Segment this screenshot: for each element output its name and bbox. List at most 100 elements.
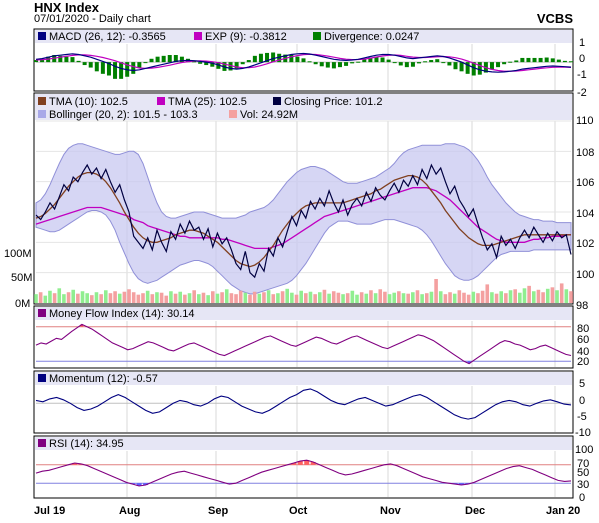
volume-bar [48,290,52,303]
legend-swatch-closing [273,97,281,105]
volume-bar [406,293,410,303]
divergence-bar [319,62,324,67]
divergence-bar [380,57,385,63]
volume-bar [508,290,513,303]
volume-bar [499,291,504,303]
volume-bar [122,291,127,303]
volume-bar [266,290,271,303]
volume-bar [271,294,276,303]
volume-bar [276,293,280,303]
volume-bar [52,293,57,303]
volume-bar [71,289,76,303]
volume-bar [494,293,499,303]
divergence-bar [502,62,507,65]
volume-bar [429,291,434,303]
legend-macd: MACD (26, 12): -0.3565 [49,31,166,43]
price-tick-98: 98 [576,300,588,312]
x-label-nov: Nov [380,505,402,517]
divergence-bar [356,61,361,63]
divergence-bar [34,60,38,63]
volume-bar [243,292,248,303]
volume-bar [141,293,145,303]
divergence-bar [70,57,75,63]
divergence-bar [58,55,63,63]
divergence-bar [143,62,148,64]
divergence-bar [64,56,69,63]
legend-bollinger: Bollinger (20, 2): 101.5 - 103.3 [49,109,198,121]
divergence-bar [210,62,215,67]
volume-bar [350,290,355,303]
volume-bar [257,293,262,303]
divergence-bar [362,58,367,63]
chart-title: HNX Index [34,0,100,15]
volume-bar [66,292,71,303]
volume-bar [438,291,443,303]
macd-tick-1: 1 [579,37,585,49]
volume-bar [210,291,215,303]
volume-bar [434,278,438,303]
price-tick-108: 108 [576,147,594,159]
macd-legend-bar [35,30,572,43]
volume-bar [252,291,257,303]
divergence-bar [465,62,470,74]
divergence-bar [76,60,81,63]
volume-bar [183,294,187,303]
volume-bar [103,290,108,303]
volume-bar [90,295,94,303]
volume-bar [234,294,238,303]
mfi-tick-60: 60 [577,334,589,346]
legend-swatch-tma10 [38,97,46,105]
price-tick-104: 104 [576,208,594,220]
volume-bar [290,292,294,303]
divergence-bar [331,62,336,69]
volume-bar [387,294,392,303]
volume-bar [62,294,66,303]
divergence-bar [289,55,294,63]
volume-bar [555,290,559,303]
divergence-bar [277,53,282,63]
divergence-bar [398,62,403,66]
legend-swatch-bollinger [38,110,46,118]
tma25-line [35,187,571,250]
volume-bar [159,292,164,303]
volume-bar [136,294,141,303]
divergence-bar [423,61,428,63]
volume-bar [34,294,38,303]
legend-swatch-volume [229,110,237,118]
volume-bar [504,293,508,303]
volume-bar [313,294,317,303]
legend-divergence: Divergence: 0.0247 [324,31,419,43]
divergence-bar [514,60,519,63]
rsi-tick-30: 30 [577,479,589,491]
divergence-bar [447,62,452,66]
divergence-bar [417,62,422,64]
divergence-bar [410,62,415,67]
rsi-tick-50: 50 [577,467,589,479]
volume-bar [285,288,290,303]
volume-bar [224,289,229,303]
mfi-line [35,323,572,365]
volume-bar [262,292,266,303]
legend-mfi: Money Flow Index (14): 30.14 [49,308,195,320]
volume-bar [531,291,536,303]
exp-line [35,53,572,72]
divergence-bar [404,62,409,68]
volume-bar [248,294,252,303]
volume-bar [308,291,313,303]
volume-bar [559,283,564,303]
volume-bar [401,293,406,303]
volume-bar [304,293,308,303]
divergence-bar [252,55,257,63]
divergence-bar [350,62,355,64]
divergence-bar [556,59,561,63]
divergence-bar [429,60,434,63]
legend-swatch-macd [38,32,46,40]
divergence-bar [368,57,373,63]
divergence-bar [295,56,300,63]
volume-bar [355,294,359,303]
volume-bar [373,293,378,303]
volume-bar [85,293,89,303]
divergence-bar [471,62,476,76]
divergence-bar [271,52,276,63]
volume-bar [131,292,136,303]
